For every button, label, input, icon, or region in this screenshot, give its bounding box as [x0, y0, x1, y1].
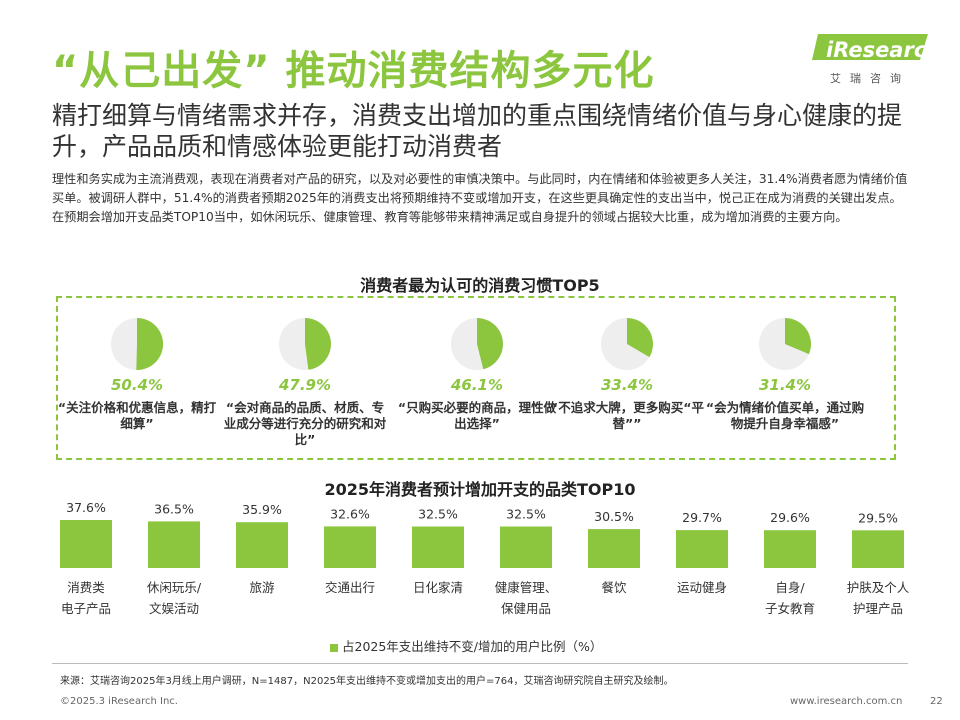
pie-slice	[785, 318, 812, 355]
habit-pie	[451, 318, 503, 370]
bar	[852, 530, 904, 568]
bar	[148, 521, 200, 568]
chart-title: 2025年消费者预计增加开支的品类TOP10	[324, 480, 636, 499]
habit-label: “只购买必要的商品，理性做出选择”	[397, 400, 557, 431]
copyright: ©2025.3 iResearch Inc.	[60, 696, 178, 707]
page-number: 22	[930, 696, 943, 707]
habit-item: 46.1% “只购买必要的商品，理性做出选择”	[392, 316, 562, 432]
data-label: 35.9%	[242, 502, 282, 517]
logo-text: iResearch	[826, 38, 942, 62]
pie-slice	[627, 318, 653, 358]
bar	[60, 520, 112, 568]
data-label: 32.5%	[506, 507, 546, 522]
bar	[324, 526, 376, 568]
category-label: 护理产品	[853, 601, 903, 616]
data-label: 29.7%	[682, 510, 722, 525]
category-label: 自身/	[775, 580, 805, 595]
bar	[764, 530, 816, 568]
category-label: 电子产品	[61, 601, 111, 616]
data-label: 29.5%	[858, 510, 898, 525]
category-label: 日化家清	[413, 580, 463, 595]
legend-label: 占2025年支出维持不变/增加的用户比例（%）	[342, 639, 603, 654]
habit-item: 47.9% “会对商品的品质、材质、专业成分等进行充分的研究和对比”	[220, 316, 390, 448]
habit-label: “不追求大牌，更多购买“平替””	[550, 400, 704, 431]
subtitle: 精打细算与情绪需求并存，消费支出增加的重点围绕情绪价值与身心健康的提升，产品品质…	[52, 101, 903, 161]
data-label: 30.5%	[594, 509, 634, 524]
category-label: 子女教育	[765, 601, 815, 616]
bar	[588, 529, 640, 568]
data-label: 37.6%	[66, 500, 106, 515]
footer-divider	[52, 663, 908, 664]
habit-label: “会对商品的品质、材质、专业成分等进行充分的研究和对比”	[223, 400, 387, 447]
pie-slice	[136, 317, 164, 370]
habit-item: 31.4% “会为情绪价值买单，通过购物提升自身幸福感”	[700, 316, 870, 432]
category-label: 休闲玩乐/	[147, 580, 202, 595]
bar	[500, 526, 552, 568]
data-label: 32.5%	[418, 507, 458, 522]
category-label: 旅游	[249, 580, 275, 595]
bar	[236, 522, 288, 568]
bar	[676, 530, 728, 568]
category-label: 餐饮	[601, 580, 627, 595]
bar	[412, 526, 464, 568]
habit-item: 50.4% “关注价格和优惠信息，精打细算”	[52, 316, 222, 432]
habit-pie	[111, 317, 164, 370]
category-label: 护肤及个人	[847, 580, 910, 595]
habit-pie	[279, 318, 331, 370]
habit-percent: 50.4%	[110, 376, 164, 394]
category-label: 健康管理、	[495, 580, 558, 595]
category-label: 交通出行	[325, 580, 375, 595]
chart-legend: 占2025年支出维持不变/增加的用户比例（%）	[330, 636, 602, 655]
habits-box	[56, 296, 896, 460]
habit-pie	[601, 318, 653, 370]
iresearch-logo	[812, 34, 928, 60]
legend-swatch	[330, 643, 338, 652]
data-label: 32.6%	[330, 506, 370, 521]
site-url: www.iresearch.com.cn	[790, 696, 903, 707]
category-label: 消费类	[67, 580, 105, 595]
pie-slice	[305, 318, 331, 370]
pie-slice	[477, 318, 503, 370]
habit-percent: 46.1%	[450, 376, 504, 394]
category-label: 文娱活动	[149, 601, 199, 616]
habit-item: 33.4% “不追求大牌，更多购买“平替””	[542, 316, 712, 432]
body-paragraph: 理性和务实成为主流消费观，表现在消费者对产品的研究，以及对必要性的审慎决策中。与…	[52, 172, 908, 224]
source-note: 来源：艾瑞咨询2025年3月线上用户调研，N=1487，N2025年支出维持不变…	[60, 676, 674, 687]
category-label: 保健用品	[501, 601, 551, 616]
habits-title: 消费者最为认可的消费习惯TOP5	[360, 276, 600, 295]
habit-percent: 47.9%	[278, 376, 332, 394]
habit-percent: 33.4%	[600, 376, 654, 394]
habit-label: “会为情绪价值买单，通过购物提升自身幸福感”	[705, 400, 865, 431]
data-label: 36.5%	[154, 501, 194, 516]
page-title: “从己出发” 推动消费结构多元化	[52, 48, 655, 94]
logo-subtitle: 艾瑞咨询	[830, 72, 910, 85]
habit-pie	[759, 318, 812, 370]
category-label: 运动健身	[677, 580, 727, 595]
habit-percent: 31.4%	[758, 376, 812, 394]
habit-label: “关注价格和优惠信息，精打细算”	[57, 400, 217, 431]
data-label: 29.6%	[770, 510, 810, 525]
